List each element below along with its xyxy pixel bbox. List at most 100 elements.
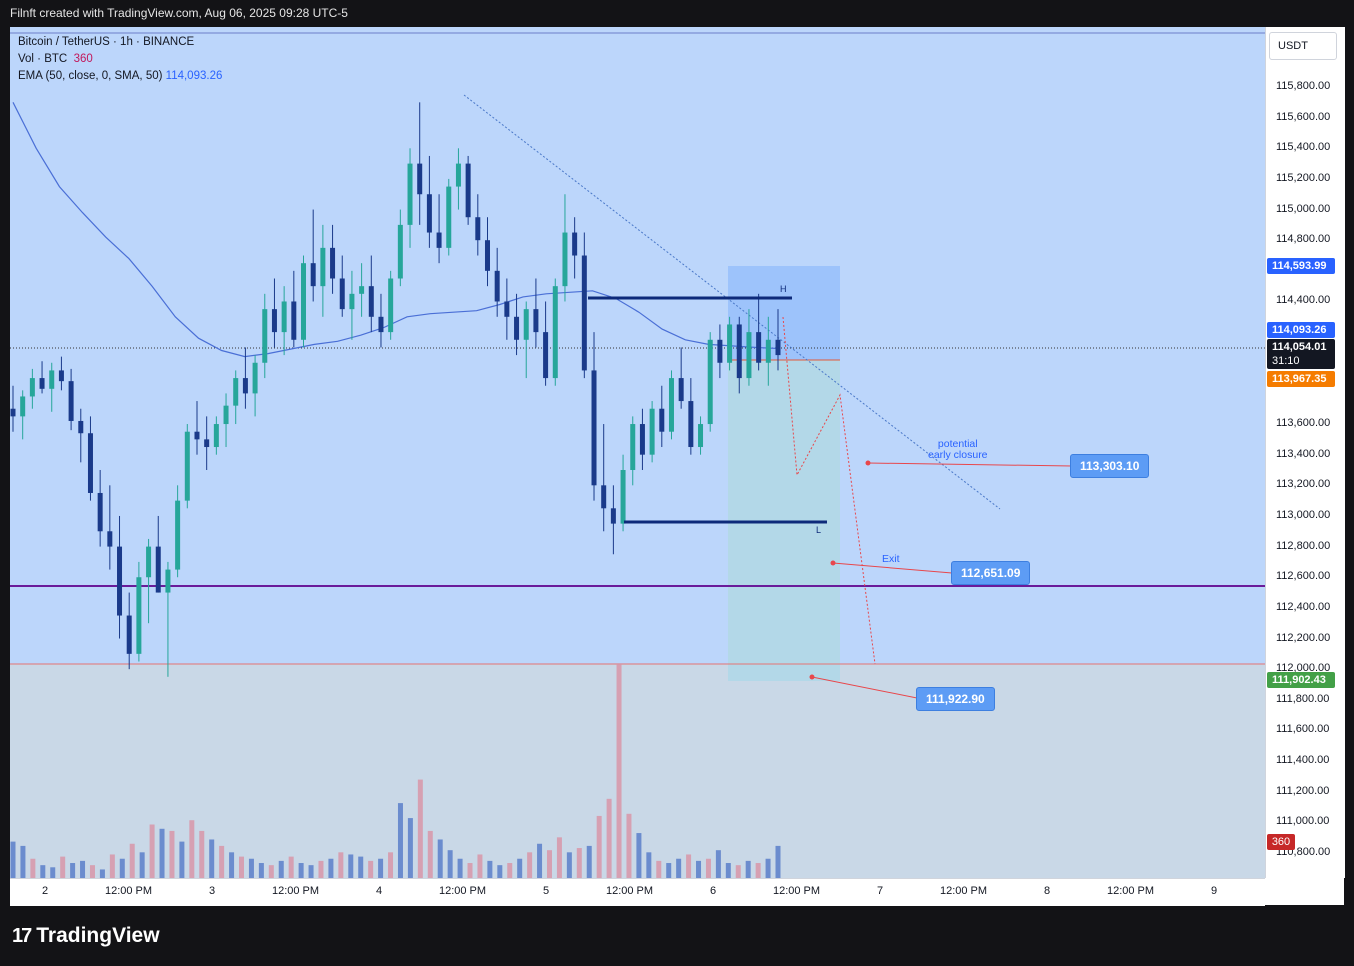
candle-body: [707, 339, 713, 425]
volume-bar: [99, 869, 105, 878]
candle-body: [698, 424, 704, 448]
candle-body: [58, 370, 64, 382]
candle-body: [252, 362, 258, 394]
high-marker: H: [780, 284, 787, 294]
candle: [397, 209, 403, 287]
candle: [765, 316, 771, 386]
price-tick-label: 112,800.00: [1276, 539, 1331, 552]
candle: [194, 401, 200, 455]
price-tick-label: 115,400.00: [1276, 141, 1331, 154]
target-callout[interactable]: 111,922.90: [916, 687, 995, 711]
candle: [87, 416, 93, 501]
candle-body: [136, 577, 142, 654]
price-tick-label: 115,200.00: [1276, 171, 1331, 184]
candle: [349, 270, 355, 340]
candle-body: [630, 424, 636, 470]
volume-bar: [278, 860, 284, 878]
volume-bar: [556, 837, 562, 878]
volume-bar: [159, 828, 165, 878]
price-tick-label: 114,800.00: [1276, 233, 1331, 246]
volume-bar: [457, 858, 463, 878]
volume-bar: [696, 860, 702, 878]
volume-bar: [467, 863, 473, 878]
price-tick-label: 113,400.00: [1276, 447, 1331, 460]
candle-body: [514, 316, 520, 340]
target-price-tag: 111,902.43: [1267, 672, 1335, 688]
volume-bar: [109, 854, 115, 878]
trend-line: [463, 94, 1001, 510]
time-tick-label: 7: [876, 885, 884, 897]
candle-body: [291, 301, 297, 340]
candle-body: [49, 370, 55, 389]
volume-bars: [10, 664, 781, 878]
candle-body: [29, 378, 35, 397]
candle-body: [349, 293, 355, 310]
volume-bar: [537, 843, 543, 878]
candle: [68, 368, 74, 431]
price-scale[interactable]: [1265, 27, 1345, 878]
candle-body: [543, 332, 549, 379]
candle: [388, 270, 394, 340]
candle: [407, 148, 413, 248]
candle-body: [572, 232, 578, 256]
target-point: [809, 674, 815, 680]
price-tick-label: 115,600.00: [1276, 110, 1331, 123]
candle: [649, 401, 655, 463]
exit-callout[interactable]: 112,651.09: [951, 561, 1031, 585]
candle-body: [378, 316, 384, 333]
candle: [252, 355, 258, 417]
candle-body: [581, 255, 587, 371]
time-tick-label: 5: [542, 885, 550, 897]
candle: [523, 301, 529, 379]
candle: [484, 217, 490, 287]
early-closure-callout[interactable]: 113,303.10: [1070, 454, 1150, 478]
volume-legend-value: 360: [73, 53, 93, 65]
candle: [29, 368, 35, 409]
candle-body: [146, 546, 152, 578]
candle-body: [242, 378, 248, 394]
candle: [698, 416, 704, 455]
volume-bar: [139, 852, 145, 878]
candle-body: [68, 381, 74, 421]
volume-bar: [507, 863, 513, 878]
candle-body: [20, 396, 26, 417]
candle: [455, 148, 461, 210]
candle-body: [175, 500, 181, 570]
candles: [10, 102, 781, 677]
volume-bar: [646, 852, 652, 878]
price-tick-label: 111,400.00: [1276, 754, 1330, 767]
candle: [639, 408, 645, 470]
candle: [572, 217, 578, 279]
candle: [126, 592, 132, 670]
volume-bar: [149, 824, 155, 878]
tradingview-logo[interactable]: 17 TradingView: [12, 924, 160, 948]
candle: [736, 316, 742, 394]
chart-pane[interactable]: H L Bitcoin / TetherUS · 1h · BINANCE Vo…: [10, 27, 1265, 878]
candle: [475, 194, 481, 256]
volume-bar: [676, 858, 682, 878]
candle-body: [484, 240, 490, 271]
currency-selector[interactable]: USDT: [1269, 32, 1337, 60]
candle: [514, 293, 520, 356]
time-scale[interactable]: [10, 878, 1265, 906]
volume-bar: [89, 865, 95, 878]
volume-bar: [636, 833, 642, 878]
tradingview-wordmark: TradingView: [36, 924, 160, 947]
candle-body: [523, 309, 529, 340]
candle-body: [184, 431, 190, 501]
price-chart[interactable]: H L: [10, 27, 1265, 878]
time-tick-label: 12:00 PM: [438, 885, 487, 897]
candle: [678, 347, 684, 409]
candle: [320, 224, 326, 317]
time-tick-label: 2: [41, 885, 49, 897]
candle: [175, 485, 181, 578]
candle-body: [417, 163, 423, 195]
projection-path: [782, 316, 876, 665]
volume-legend-label: Vol · BTC: [18, 53, 68, 65]
volume-bar: [427, 830, 433, 878]
time-tick-label: 12:00 PM: [104, 885, 153, 897]
candle: [775, 309, 781, 371]
price-tick-label: 112,000.00: [1276, 662, 1331, 675]
candle-body: [678, 378, 684, 402]
volume-bar: [586, 845, 592, 878]
